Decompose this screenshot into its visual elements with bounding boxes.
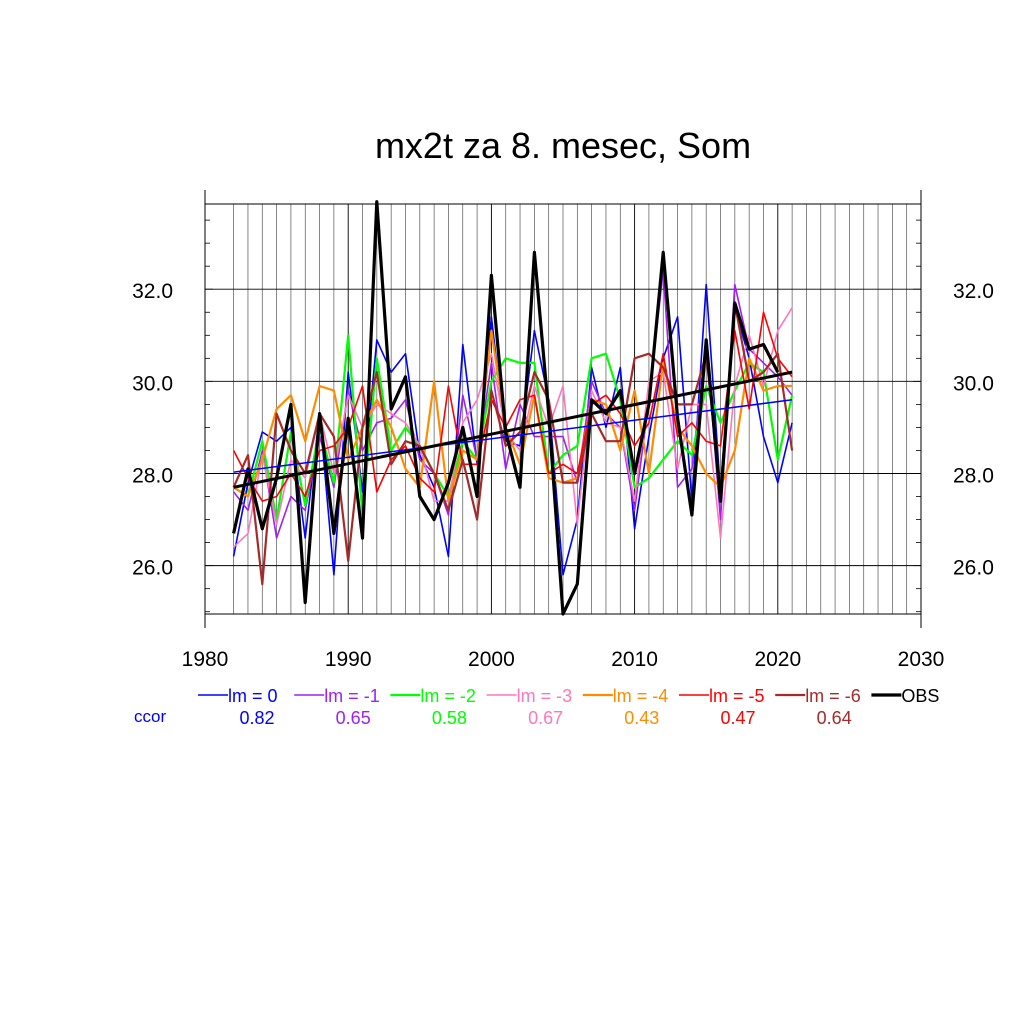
series-line (233, 307, 793, 548)
y-tick-label-right: 28.0 (953, 464, 994, 487)
legend-label: lm = -2 (420, 686, 476, 706)
y-tick-label-right: 32.0 (953, 280, 994, 303)
legend-ccor-value: 0.65 (336, 708, 371, 728)
y-tick-label-left: 32.0 (132, 280, 173, 303)
legend-ccor-value: 0.47 (720, 708, 755, 728)
grid (205, 204, 921, 614)
x-tick-label: 2000 (468, 648, 515, 671)
y-tick-label-right: 26.0 (953, 557, 994, 580)
trend-line (233, 399, 793, 473)
x-tick-label: 2010 (611, 648, 658, 671)
series-line (232, 301, 794, 586)
legend-label: lm = -5 (709, 686, 765, 706)
x-tick-label: 2020 (754, 648, 801, 671)
legend-label: lm = 0 (228, 686, 278, 706)
legend-label: lm = -1 (324, 686, 380, 706)
legend-ccor-value: 0.43 (624, 708, 659, 728)
chart-title: mx2t za 8. mesec, Som (375, 125, 751, 166)
ccor-label: ccor (134, 707, 166, 726)
legend-label: lm = -3 (517, 686, 573, 706)
y-tick-label-left: 28.0 (132, 464, 173, 487)
trend-line (233, 370, 793, 489)
legend-label: lm = -4 (613, 686, 669, 706)
legend-ccor-value: 0.64 (817, 708, 852, 728)
y-tick-label-left: 30.0 (132, 372, 173, 395)
y-tick-label-right: 30.0 (953, 372, 994, 395)
legend-ccor-value: 0.82 (239, 708, 274, 728)
series-line (232, 311, 793, 502)
y-tick-label-left: 26.0 (132, 557, 173, 580)
x-tick-label: 2030 (898, 648, 945, 671)
x-tick-label: 1990 (325, 648, 372, 671)
legend-label: OBS (901, 686, 939, 706)
legend-ccor-value: 0.67 (528, 708, 563, 728)
series-lines (232, 200, 794, 616)
series-line (233, 329, 793, 503)
axes: 26.0 26.0 28.0 28.0 30.0 30.0 32.0 32.0 1980 1990… (132, 190, 994, 671)
legend-label: lm = -6 (805, 686, 861, 706)
legend-ccor-value: 0.58 (432, 708, 467, 728)
x-tick-label: 1980 (182, 648, 229, 671)
